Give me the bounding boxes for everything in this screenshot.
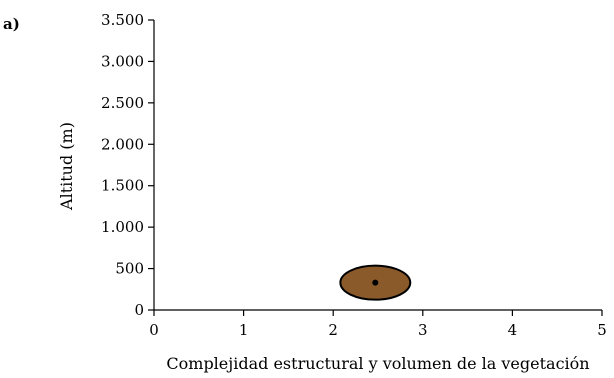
x-axis-label: Complejidad estructural y volumen de la … — [166, 354, 589, 373]
y-tick-label-4: 2.000 — [101, 135, 144, 153]
x-tick-label-5: 5 — [597, 321, 607, 339]
y-tick-label-0: 0 — [134, 301, 144, 319]
x-tick-label-1: 1 — [239, 321, 249, 339]
y-tick-label-1: 500 — [115, 260, 144, 278]
y-axis-label: Altitud (m) — [57, 122, 76, 211]
y-tick-label-2: 1.000 — [101, 218, 144, 236]
point-0 — [372, 279, 379, 286]
x-tick-label-0: 0 — [149, 321, 159, 339]
x-tick-label-4: 4 — [508, 321, 518, 339]
plot-area: 0 500 1.000 1.500 2.000 2.500 3.000 3.500 0 1 2 3 4 5 — [101, 11, 607, 339]
x-tick-label-2: 2 — [328, 321, 338, 339]
panel-label: a) — [3, 15, 20, 33]
x-tick-label-3: 3 — [418, 321, 428, 339]
y-tick-label-6: 3.000 — [101, 52, 144, 70]
y-tick-label-3: 1.500 — [101, 177, 144, 195]
y-tick-label-7: 3.500 — [101, 11, 144, 29]
y-tick-label-5: 2.500 — [101, 94, 144, 112]
